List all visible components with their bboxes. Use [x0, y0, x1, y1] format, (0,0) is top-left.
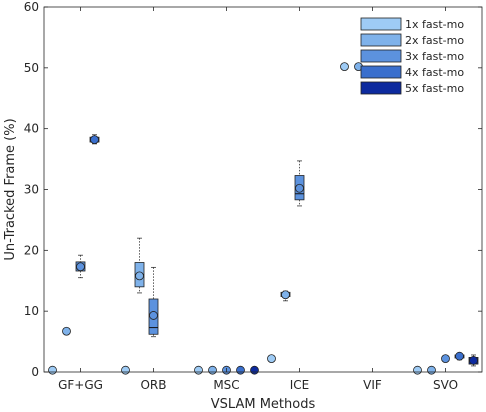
- mean-point-ORB: [121, 365, 130, 375]
- mean-point-MSC: [194, 365, 203, 375]
- y-axis-title: Un-Tracked Frame (%): [3, 118, 18, 260]
- legend-swatch-3: [360, 49, 402, 63]
- mean-point-GF+GG: [48, 365, 57, 375]
- mean-point-SVO: [441, 354, 450, 364]
- mean-point-ICE: [281, 290, 290, 300]
- y-tick-label: 40: [24, 122, 39, 136]
- x-tick-label-MSC: MSC: [213, 378, 239, 392]
- mean-point-MSC: [208, 365, 217, 375]
- mean-point-ORB: [149, 311, 158, 320]
- mean-point-MSC: [236, 365, 245, 375]
- legend-label-4: 4x fast-mo: [405, 66, 464, 79]
- data-marks: [48, 62, 479, 375]
- axes: 0 10 20 30 40 50 60 GF+GG ORB MSC ICE VIF SVO: [24, 0, 483, 392]
- y-tick-label: 30: [24, 183, 39, 197]
- x-tick-label-ORB: ORB: [140, 378, 166, 392]
- legend-label-3: 3x fast-mo: [405, 50, 464, 63]
- mean-point-SVO: [469, 356, 478, 365]
- mean-point-ICE: [267, 354, 276, 364]
- legend-swatch-5: [360, 81, 402, 95]
- mean-point-SVO: [427, 365, 436, 375]
- y-tick-label: 60: [24, 0, 39, 14]
- legend-label-2: 2x fast-mo: [405, 34, 464, 47]
- mean-point-ICE: [295, 183, 304, 193]
- legend-swatch-2: [360, 33, 402, 47]
- legend-swatch-1: [360, 17, 402, 31]
- legend-label-5: 5x fast-mo: [405, 82, 464, 95]
- legend: 1x fast-mo 2x fast-mo 3x fast-mo 4x fast-mo…: [360, 17, 464, 95]
- mean-point-GF+GG: [62, 326, 71, 336]
- mean-point-GF+GG: [90, 135, 99, 145]
- x-tick-label-GF+GG: GF+GG: [58, 378, 103, 392]
- y-tick-label: 20: [24, 243, 39, 257]
- x-tick-label-SVO: SVO: [433, 378, 458, 392]
- y-tick-label: 50: [24, 61, 39, 75]
- y-tick-label: 10: [24, 304, 39, 318]
- legend-label-1: 1x fast-mo: [405, 18, 464, 31]
- plot-area: [44, 7, 482, 372]
- y-tick-label: 0: [31, 365, 39, 379]
- x-tick-label-VIF: VIF: [363, 378, 382, 392]
- x-axis-title: VSLAM Methods: [211, 397, 316, 412]
- mean-point-SVO: [413, 365, 422, 375]
- mean-point-ORB: [135, 271, 144, 281]
- mean-point-SVO: [455, 351, 464, 361]
- mean-point-GF+GG: [76, 262, 85, 272]
- x-tick-label-ICE: ICE: [290, 378, 310, 392]
- legend-swatch-4: [360, 65, 402, 79]
- mean-point-VIF: [340, 62, 349, 72]
- mean-point-MSC: [250, 365, 259, 375]
